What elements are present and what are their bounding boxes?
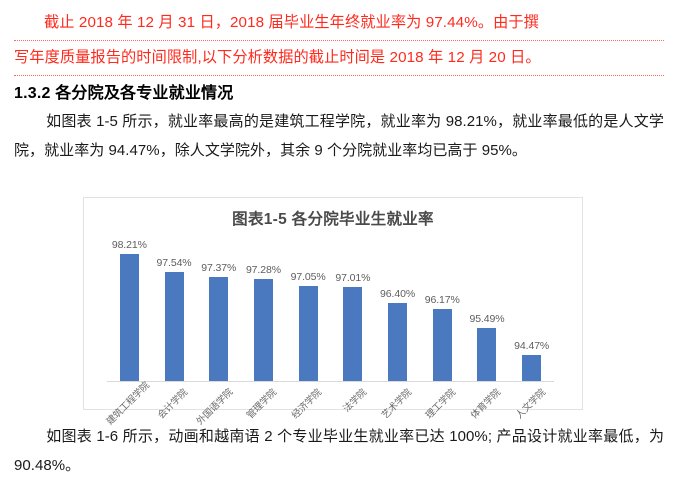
chart-bar-slot: 97.54% (152, 236, 197, 381)
chart-bar-slot: 96.40% (375, 236, 420, 381)
chart-title: 图表1-5 各分院毕业生就业率 (232, 211, 434, 228)
chart-bar-slot: 96.17% (420, 236, 465, 381)
chart-bar (253, 279, 273, 381)
chart-bar (343, 287, 363, 381)
paragraph-before-chart-text: 如图表 1-5 所示，就业率最高的是建筑工程学院，就业率为 98.21%，就业率… (14, 113, 664, 159)
chart-bar-slot: 97.01% (331, 236, 376, 381)
revision-line-1: 截止 2018 年 12 月 31 日，2018 届毕业生年终就业率为 97.4… (14, 6, 664, 41)
chart-bar-slot: 95.49% (465, 236, 510, 381)
chart-bar (298, 286, 318, 381)
paragraph-before-chart: 如图表 1-5 所示，就业率最高的是建筑工程学院，就业率为 98.21%，就业率… (14, 107, 664, 165)
revision-paragraph: 截止 2018 年 12 月 31 日，2018 届毕业生年终就业率为 97.4… (14, 0, 664, 76)
chart-plot-area: 98.21% 97.54% 97.37% 97.28% 97.05% 97.01% 96.4… (96, 236, 570, 427)
chart-bar-value-label: 98.21% (111, 239, 147, 251)
chart-bar-value-label: 97.28% (245, 264, 281, 276)
chart-bar (209, 277, 229, 381)
chart-axis-line (107, 381, 554, 382)
section-heading: 1.3.2 各分院及各专业就业情况 (14, 85, 234, 102)
chart-bar-value-label: 97.37% (201, 262, 237, 274)
chart-bar-slot: 98.21% (107, 236, 152, 381)
chart-bar-slot: 97.05% (286, 236, 331, 381)
chart-bar-value-label: 95.49% (469, 313, 505, 325)
chart-bar (388, 303, 408, 381)
chart-bar-slot: 97.28% (241, 236, 286, 381)
chart-bar (522, 355, 542, 381)
chart-figure: 图表1-5 各分院毕业生就业率 98.21% 97.54% 97.37% 97.28%… (83, 197, 583, 427)
chart-bar (164, 272, 184, 381)
chart-bar-value-label: 97.01% (335, 272, 371, 284)
chart-bar-value-label: 96.17% (424, 294, 460, 306)
chart-bar (477, 328, 497, 381)
chart-bar-slot: 94.47% (509, 236, 554, 381)
chart-bar (432, 309, 452, 381)
revision-line-2: 写年度质量报告的时间限制,以下分析数据的截止时间是 2018 年 12 月 20… (14, 41, 664, 76)
chart-bar-value-label: 97.05% (290, 271, 326, 283)
chart-bar-value-label: 94.47% (514, 340, 550, 352)
paragraph-after-chart-text: 如图表 1-6 所示，动画和越南语 2 个专业毕业生就业率已达 100%; 产品… (14, 428, 664, 474)
chart-bar-value-label: 96.40% (380, 288, 416, 300)
chart-bars: 98.21% 97.54% 97.37% 97.28% 97.05% 97.01% 96.4… (107, 236, 554, 381)
chart-bar (119, 254, 139, 381)
chart-bar-value-label: 97.54% (156, 257, 192, 269)
chart-bar-slot: 97.37% (196, 236, 241, 381)
paragraph-after-chart: 如图表 1-6 所示，动画和越南语 2 个专业毕业生就业率已达 100%; 产品… (14, 422, 664, 480)
